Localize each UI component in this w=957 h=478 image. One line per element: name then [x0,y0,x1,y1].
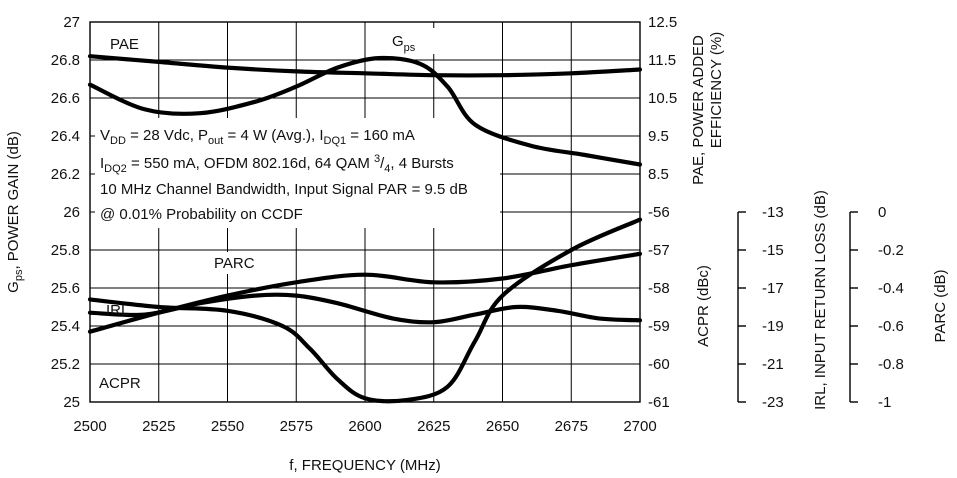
condition-line-1: VDD = 28 Vdc, Pout = 4 W (Avg.), IDQ1 = … [100,127,415,147]
gps-tick-label: 26.8 [51,52,80,69]
irl-tick-label: -13 [762,204,784,221]
gps-tick-labels: 27 26.8 26.6 26.4 26.2 26 25.8 25.6 25.4 25.2 25 [51,14,80,411]
irl-tick-label: -21 [762,356,784,373]
gps-tick-label: 25.6 [51,280,80,297]
gps-tick-label: 25.4 [51,318,80,335]
x-tick-label: 2625 [417,418,450,435]
gps-series-label: Gps [392,33,416,54]
acpr-axis-label: ACPR (dBc) [695,265,712,347]
x-axis-label: f, FREQUENCY (MHz) [289,457,440,474]
pae-axis-label-line2: EFFICIENCY (%) [708,32,725,148]
pae-tick-label: 9.5 [648,128,669,145]
test-conditions: VDD = 28 Vdc, Pout = 4 W (Avg.), IDQ1 = … [100,127,468,223]
irl-tick-label: -17 [762,280,784,297]
x-tick-label: 2650 [486,418,519,435]
irl-series-label: IRL [106,302,129,319]
pae-tick-label: 12.5 [648,14,677,31]
acpr-tick-label: -59 [648,318,670,335]
x-tick-label: 2675 [555,418,588,435]
gps-axis-label: Gps, POWER GAIN (dB) [5,131,25,293]
parc-tick-label: -0.6 [878,318,904,335]
x-tick-label: 2600 [348,418,381,435]
x-tick-label: 2525 [142,418,175,435]
parc-tick-label: -0.2 [878,242,904,259]
parc-series-label: PARC [214,255,255,272]
parc-axis-label: PARC (dB) [932,269,949,342]
acpr-tick-label: -61 [648,394,670,411]
gps-tick-label: 26.6 [51,90,80,107]
series-line-gps [87,55,643,167]
series-group [87,54,643,404]
pae-tick-labels: 12.5 11.5 10.5 9.5 8.5 [648,14,677,183]
acpr-tick-label: -60 [648,356,670,373]
acpr-tick-labels: -56 -57 -58 -59 -60 -61 [648,204,670,411]
gps-tick-label: 27 [63,14,80,31]
acpr-tick-label: -57 [648,242,670,259]
condition-line-3: 10 MHz Channel Bandwidth, Input Signal P… [100,181,468,198]
acpr-series-label: ACPR [99,375,141,392]
x-tick-label: 2550 [211,418,244,435]
gps-tick-label: 25.2 [51,356,80,373]
pae-tick-label: 11.5 [648,52,676,69]
parc-axis: 0 -0.2 -0.4 -0.6 -0.8 -1 [849,204,904,411]
irl-axis: -13 -15 -17 -19 -21 -23 [737,204,784,411]
x-tick-label: 2700 [623,418,656,435]
gps-tick-label: 25.8 [51,242,80,259]
condition-line-2: IDQ2 = 550 mA, OFDM 802.16d, 64 QAM 3/4,… [100,153,454,175]
irl-tick-label: -23 [762,394,784,411]
pae-tick-label: 10.5 [648,90,677,107]
text-masks [95,28,500,393]
gps-tick-label: 26.4 [51,128,80,145]
pae-axis-label-line1: PAE, POWER ADDED [690,35,707,185]
irl-tick-label: -19 [762,318,784,335]
pae-tick-label: 8.5 [648,166,669,183]
parc-tick-label: -0.8 [878,356,904,373]
gps-tick-label: 26.2 [51,166,80,183]
parc-tick-label: 0 [878,204,886,221]
condition-line-4: @ 0.01% Probability on CCDF [100,206,303,223]
x-tick-label: 2500 [73,418,106,435]
series-line-pae [87,54,643,78]
irl-tick-label: -15 [762,242,784,259]
x-tick-labels: 2500 2525 2550 2575 2600 2625 2650 2675 2700 [73,418,656,435]
plot-frame [89,21,641,403]
acpr-tick-label: -56 [648,204,670,221]
parc-tick-label: -0.4 [878,280,904,297]
parc-tick-label: -1 [878,394,891,411]
series-line-acpr [87,217,643,404]
irl-axis-label: IRL, INPUT RETURN LOSS (dB) [812,190,829,410]
x-tick-label: 2575 [280,418,313,435]
pae-series-label: PAE [110,36,139,53]
gps-tick-label: 26 [63,204,80,221]
acpr-tick-label: -58 [648,280,670,297]
gps-tick-label: 25 [63,394,80,411]
